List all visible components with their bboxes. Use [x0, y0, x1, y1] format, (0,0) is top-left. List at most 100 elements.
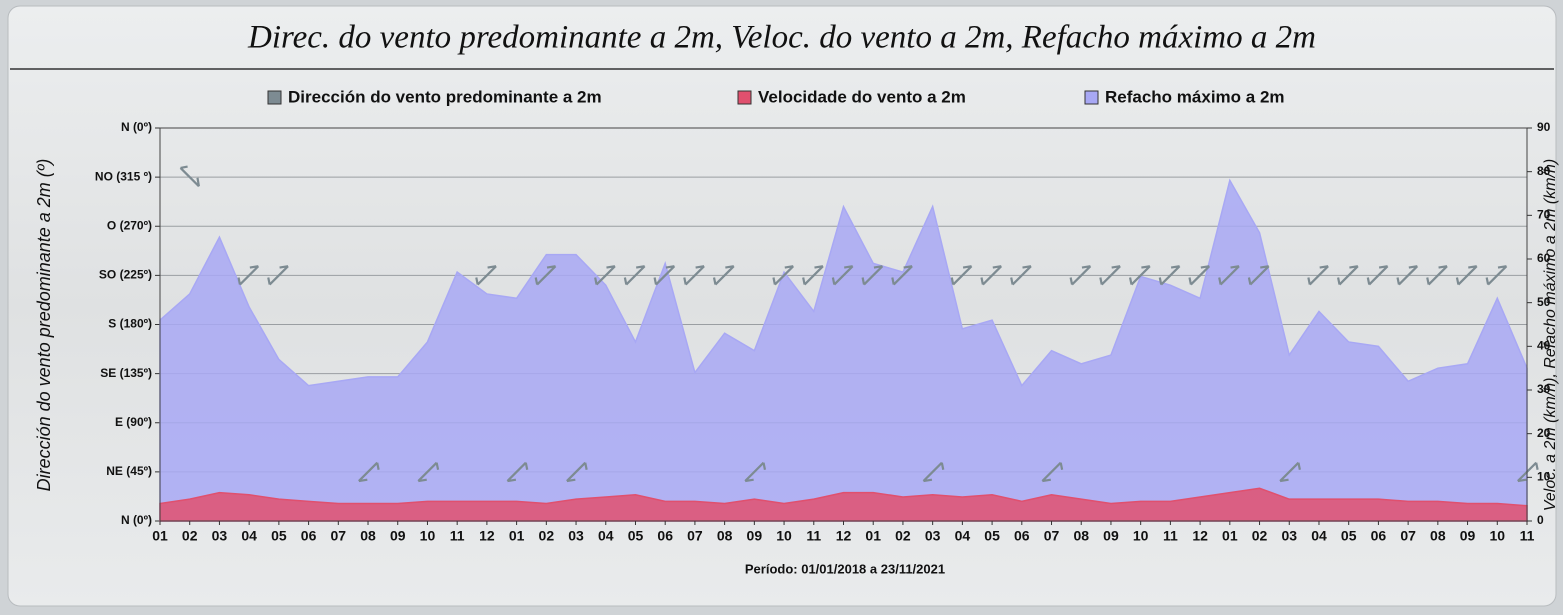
direction-arrow	[623, 265, 646, 286]
direction-arrow	[802, 265, 824, 286]
y2-tick-label: 10	[1537, 470, 1551, 484]
direction-arrow	[683, 265, 705, 286]
arrow-shape	[1128, 265, 1151, 286]
x-tick-label: 01	[865, 528, 881, 544]
x-tick-label: 08	[1073, 528, 1089, 544]
x-tick-label: 02	[539, 528, 555, 544]
x-tick-label: 04	[955, 528, 971, 544]
direction-arrow	[744, 461, 767, 483]
x-tick-label: 05	[984, 528, 1000, 544]
arrow-shape	[1247, 265, 1270, 286]
legend-swatch	[1084, 90, 1099, 105]
arrow-shape	[1396, 265, 1419, 286]
x-tick-label: 09	[1103, 528, 1119, 544]
x-tick-label: 01	[152, 528, 168, 544]
direction-arrow	[534, 265, 557, 286]
x-tick-label: 05	[271, 528, 287, 544]
arrow-shape	[1010, 265, 1032, 286]
x-tick-label: 11	[1520, 528, 1535, 544]
direction-arrow	[594, 265, 616, 286]
direction-arrow	[1337, 265, 1359, 286]
direction-arrow	[267, 265, 289, 286]
arrow-shape	[1337, 265, 1359, 286]
y2-tick-label: 60	[1537, 251, 1551, 265]
arrow-shape	[534, 265, 557, 286]
direction-arrow	[831, 265, 854, 286]
arrow-shape	[267, 265, 289, 286]
x-tick-label: 03	[568, 528, 584, 544]
direction-arrow	[475, 265, 497, 286]
x-tick-label: 06	[657, 528, 673, 544]
direction-arrow	[1188, 265, 1211, 286]
legend-label: Velocidade do vento a 2m	[758, 87, 966, 106]
legend-label: Refacho máximo a 2m	[1105, 87, 1285, 106]
x-tick-label: 04	[1311, 528, 1327, 544]
arrow-shape	[831, 265, 854, 286]
area	[159, 178, 1528, 522]
direction-arrow	[861, 265, 884, 286]
x-tick-label: 01	[1222, 528, 1238, 544]
y-tick-label: N (0º)	[121, 120, 152, 134]
direction-arrow	[1455, 265, 1478, 286]
y-tick-label: N (0º)	[121, 513, 152, 527]
x-tick-label: 11	[806, 528, 821, 544]
arrow-shape	[1366, 265, 1389, 286]
arrow-shape	[744, 461, 767, 483]
x-tick-label: 06	[1014, 528, 1030, 544]
direction-arrow	[1010, 265, 1032, 286]
direction-arrow	[1396, 265, 1419, 286]
direction-arrow	[1247, 265, 1270, 286]
x-tick-label: 07	[1400, 528, 1416, 544]
y-tick-label: NE (45º)	[106, 464, 152, 478]
x-tick-label: 06	[301, 528, 317, 544]
x-tick-label: 10	[776, 528, 792, 544]
arrow-shape	[594, 265, 616, 286]
x-axis-label: Período: 01/01/2018 a 23/11/2021	[745, 561, 945, 576]
x-tick-label: 03	[1281, 528, 1297, 544]
y-tick-label: SO (225º)	[99, 268, 152, 282]
direction-arrow	[417, 461, 440, 483]
y-axis-label: Dirección do vento predominante a 2m (º)	[34, 159, 54, 492]
arrow-shape	[417, 461, 440, 483]
arrow-shape	[1485, 265, 1508, 286]
y2-axis-label: Veloc. a 2m (km/h), Refacho máximo a 2m …	[1542, 159, 1559, 511]
x-tick-label: 03	[925, 528, 941, 544]
x-tick-label: 10	[1489, 528, 1505, 544]
legend-swatch	[737, 90, 752, 105]
x-tick-label: 09	[1460, 528, 1476, 544]
x-tick-label: 02	[895, 528, 911, 544]
x-tick-label: 02	[1252, 528, 1268, 544]
arrow-shape	[683, 265, 705, 286]
direction-arrow	[1158, 265, 1181, 286]
direction-arrow	[1218, 265, 1240, 286]
x-tick-label: 07	[1044, 528, 1060, 544]
x-tick-label: 07	[331, 528, 347, 544]
arrow-shape	[1188, 265, 1211, 286]
x-tick-label: 10	[420, 528, 436, 544]
x-tick-label: 04	[598, 528, 614, 544]
arrow-shape	[179, 165, 200, 188]
arrow-shape	[772, 265, 795, 286]
x-tick-label: 03	[212, 528, 228, 544]
legend-swatch	[267, 90, 282, 105]
x-tick-label: 05	[1341, 528, 1357, 544]
arrow-shape	[861, 265, 884, 286]
arrow-shape	[922, 461, 945, 483]
direction-arrow	[237, 265, 260, 286]
y2-tick-label: 30	[1537, 382, 1551, 396]
direction-arrow	[566, 461, 588, 483]
direction-arrow	[712, 265, 735, 286]
direction-arrow	[950, 265, 973, 286]
x-tick-label: 10	[1133, 528, 1149, 544]
chart-title: Direc. do vento predominante a 2m, Veloc…	[247, 20, 1316, 56]
direction-arrow	[506, 461, 529, 483]
x-tick-label: 06	[1371, 528, 1387, 544]
x-tick-label: 02	[182, 528, 198, 544]
arrow-shape	[623, 265, 646, 286]
arrow-shape	[237, 265, 260, 286]
x-tick-label: 11	[450, 528, 465, 544]
arrow-shape	[950, 265, 973, 286]
arrow-shape	[358, 461, 380, 483]
